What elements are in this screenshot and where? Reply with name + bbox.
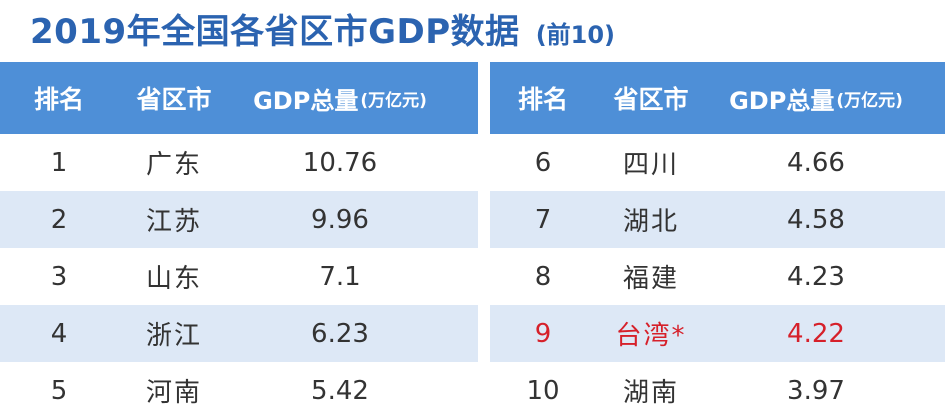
table-row: 4 浙江 6.23 — [0, 305, 478, 362]
header-gdp-unit: (万亿元) — [836, 90, 903, 111]
rank-cell: 4 — [50, 318, 68, 349]
gdp-cell: 7.1 — [319, 261, 361, 292]
rank-cell: 1 — [50, 147, 68, 178]
gdp-table-right: 排名 省区市 GDP总量 (万亿元) 6 四川 4.66 7 湖北 4.58 8… — [490, 62, 945, 419]
header-gdp-label: GDP总量 — [729, 86, 835, 115]
province-cell: 河南 — [145, 378, 202, 408]
rank-cell: 9 — [534, 318, 552, 349]
gdp-cell: 4.23 — [787, 261, 845, 292]
table-row: 7 湖北 4.58 — [490, 191, 945, 248]
gdp-cell: 10.76 — [302, 147, 378, 178]
rank-cell: 5 — [50, 375, 68, 406]
province-cell: 台湾* — [615, 321, 687, 351]
title-main: 2019年全国各省区市GDP数据 — [30, 12, 520, 52]
header-gdp-label: GDP总量 — [253, 86, 359, 115]
province-cell: 广东 — [145, 150, 202, 180]
table-row: 10 湖南 3.97 — [490, 362, 945, 419]
header-gdp-unit: (万亿元) — [360, 90, 427, 111]
rank-cell: 2 — [50, 204, 68, 235]
province-cell: 浙江 — [145, 321, 202, 351]
rank-cell: 10 — [526, 375, 560, 406]
header-province: 省区市 — [613, 85, 689, 114]
page-title: 2019年全国各省区市GDP数据 (前10) — [30, 4, 615, 56]
table-header-right: 排名 省区市 GDP总量 (万亿元) — [490, 62, 945, 134]
header-gdp: GDP总量 (万亿元) — [706, 81, 926, 116]
gdp-cell: 4.22 — [787, 318, 845, 349]
gdp-cell: 4.58 — [787, 204, 845, 235]
province-cell: 湖南 — [622, 378, 679, 408]
table-row: 3 山东 7.1 — [0, 248, 478, 305]
title-subtitle: (前10) — [535, 21, 616, 49]
province-cell: 四川 — [622, 150, 679, 180]
province-cell: 湖北 — [622, 207, 679, 237]
table-row: 6 四川 4.66 — [490, 134, 945, 191]
province-cell: 山东 — [145, 264, 202, 294]
rank-cell: 7 — [534, 204, 552, 235]
gdp-cell: 6.23 — [311, 318, 369, 349]
rank-cell: 8 — [534, 261, 552, 292]
province-cell: 福建 — [622, 264, 679, 294]
rank-cell: 3 — [50, 261, 68, 292]
table-row: 8 福建 4.23 — [490, 248, 945, 305]
header-gdp: GDP总量 (万亿元) — [230, 81, 450, 116]
gdp-cell: 9.96 — [311, 204, 369, 235]
gdp-table-left: 排名 省区市 GDP总量 (万亿元) 1 广东 10.76 2 江苏 9.96 … — [0, 62, 478, 419]
table-row-highlighted: 9 台湾* 4.22 — [490, 305, 945, 362]
header-province: 省区市 — [136, 85, 212, 114]
gdp-cell: 5.42 — [311, 375, 369, 406]
rank-cell: 6 — [534, 147, 552, 178]
gdp-cell: 3.97 — [787, 375, 845, 406]
header-rank: 排名 — [517, 85, 568, 114]
table-row: 2 江苏 9.96 — [0, 191, 478, 248]
table-header-left: 排名 省区市 GDP总量 (万亿元) — [0, 62, 478, 134]
table-row: 1 广东 10.76 — [0, 134, 478, 191]
header-rank: 排名 — [33, 85, 84, 114]
table-row: 5 河南 5.42 — [0, 362, 478, 419]
gdp-cell: 4.66 — [787, 147, 845, 178]
province-cell: 江苏 — [145, 207, 202, 237]
